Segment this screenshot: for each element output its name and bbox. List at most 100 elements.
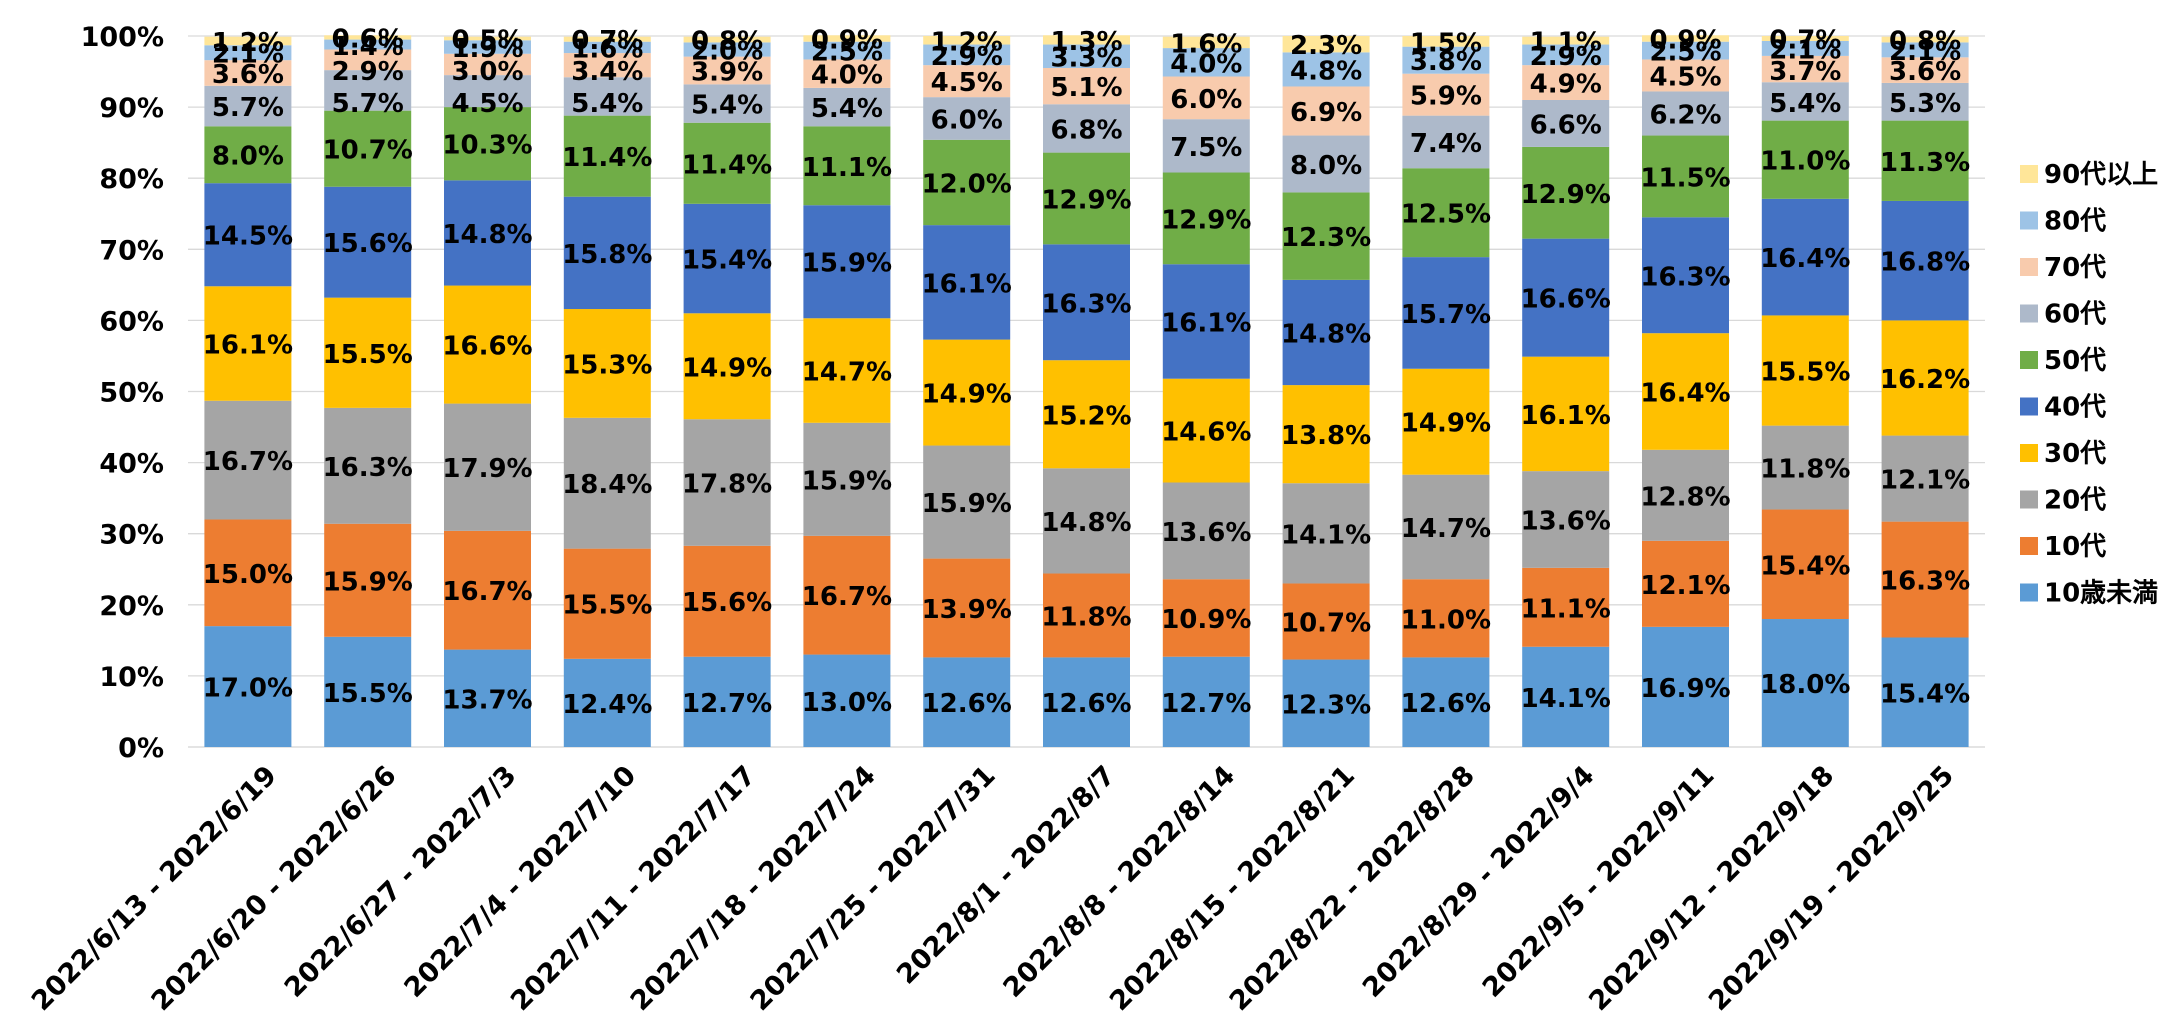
bar-segment xyxy=(1642,135,1729,218)
data-label: 12.6% xyxy=(1401,689,1491,719)
y-tick-label: 90% xyxy=(99,93,164,124)
y-tick-label: 80% xyxy=(99,164,164,195)
data-label: 14.9% xyxy=(922,380,1012,410)
bar-segment xyxy=(563,548,651,659)
data-label: 15.5% xyxy=(323,679,413,709)
data-label: 1.6% xyxy=(1170,29,1242,59)
data-label: 15.5% xyxy=(323,340,413,370)
data-label: 8.0% xyxy=(212,142,284,172)
bar-segment xyxy=(1881,120,1969,201)
data-label: 13.8% xyxy=(1281,421,1371,451)
bar-segment xyxy=(803,318,891,423)
data-label: 5.1% xyxy=(1050,73,1122,103)
bar-segment xyxy=(1402,474,1490,580)
data-label: 10.3% xyxy=(442,131,532,161)
bar-segment xyxy=(803,535,891,655)
data-label: 0.9% xyxy=(1649,25,1721,55)
y-tick-label: 30% xyxy=(99,520,164,551)
bar-segment xyxy=(1162,36,1250,49)
bar-segment xyxy=(1162,656,1250,747)
data-label: 15.9% xyxy=(922,489,1012,519)
bar-segment xyxy=(324,70,412,111)
bar-segment xyxy=(444,107,531,181)
bar-segment xyxy=(1642,59,1729,92)
bar-segment xyxy=(1282,52,1370,87)
bar-segment xyxy=(204,400,292,520)
data-label: 12.9% xyxy=(1161,205,1251,235)
data-label: 17.0% xyxy=(203,674,293,704)
bar-segment xyxy=(1522,567,1610,647)
bar-segment xyxy=(683,545,771,657)
bar-segment xyxy=(1642,540,1729,627)
bar-segment xyxy=(1043,67,1130,105)
data-label: 16.3% xyxy=(1640,262,1730,292)
y-tick-label: 40% xyxy=(99,449,164,480)
bar-segment xyxy=(923,65,1011,98)
data-label: 5.7% xyxy=(212,93,284,123)
data-label: 6.0% xyxy=(931,105,1003,135)
bar-segment xyxy=(1522,646,1610,747)
data-label: 11.8% xyxy=(1041,602,1131,632)
data-label: 1.5% xyxy=(1410,28,1482,58)
legend-swatch xyxy=(2020,583,2038,602)
legend-label: 20代 xyxy=(2044,486,2106,516)
bar-segment xyxy=(1043,468,1130,574)
bar-segment xyxy=(803,205,891,319)
bar-segment xyxy=(1043,104,1130,153)
data-label: 6.9% xyxy=(1290,98,1362,128)
bar-segment xyxy=(204,183,292,287)
data-label: 16.1% xyxy=(922,269,1012,299)
bar-segment xyxy=(1162,119,1250,173)
data-label: 6.0% xyxy=(1170,85,1242,115)
bar-segment xyxy=(1522,356,1610,472)
bar-segment xyxy=(1402,115,1490,169)
data-label: 3.6% xyxy=(212,60,284,90)
data-label: 2.5% xyxy=(1649,38,1721,68)
bar-segment xyxy=(1881,57,1969,83)
bar-segment xyxy=(1282,86,1370,136)
bar-segment xyxy=(683,84,771,123)
bar-segment xyxy=(683,419,771,546)
data-label: 12.3% xyxy=(1281,690,1371,720)
data-label: 15.8% xyxy=(562,240,652,270)
data-label: 2.9% xyxy=(332,57,404,87)
bar-segment xyxy=(324,35,412,40)
data-label: 5.9% xyxy=(1410,82,1482,112)
bar-segment xyxy=(563,417,651,549)
data-label: 1.4% xyxy=(332,32,404,62)
data-label: 16.9% xyxy=(1640,674,1730,704)
data-label: 14.9% xyxy=(682,353,772,383)
data-label: 15.0% xyxy=(203,560,293,590)
bar-segment xyxy=(803,126,891,206)
bar-segment xyxy=(1402,368,1490,475)
bar-segment xyxy=(1881,320,1969,436)
data-label: 4.5% xyxy=(1649,62,1721,92)
data-label: 0.8% xyxy=(1889,27,1961,57)
bar-segment xyxy=(1402,46,1490,74)
data-label: 13.9% xyxy=(922,595,1012,625)
bar-segment xyxy=(803,422,891,536)
data-label: 15.2% xyxy=(1041,401,1131,431)
bar-segment xyxy=(1881,637,1969,747)
bar-segment xyxy=(1761,82,1849,121)
data-label: 15.5% xyxy=(1760,358,1850,388)
bar-segment xyxy=(683,42,771,57)
legend-swatch xyxy=(2020,211,2038,230)
data-label: 14.8% xyxy=(442,220,532,250)
data-label: 15.6% xyxy=(323,229,413,259)
legend-label: 30代 xyxy=(2044,439,2106,469)
x-tick-label: 2022/8/15 - 2022/8/21 xyxy=(1104,760,1361,1017)
bar-segment xyxy=(1642,217,1729,334)
bar-segment xyxy=(1162,76,1250,120)
legend-label: 40代 xyxy=(2044,393,2106,423)
bar-segment xyxy=(1522,238,1610,357)
data-label: 11.8% xyxy=(1760,455,1850,485)
bar-segment xyxy=(204,519,292,627)
data-label: 4.5% xyxy=(931,68,1003,98)
bar-segment xyxy=(923,558,1011,658)
bar-segment xyxy=(1881,435,1969,522)
data-label: 13.0% xyxy=(802,688,892,718)
y-tick-label: 0% xyxy=(118,733,164,764)
data-label: 3.9% xyxy=(691,57,763,87)
